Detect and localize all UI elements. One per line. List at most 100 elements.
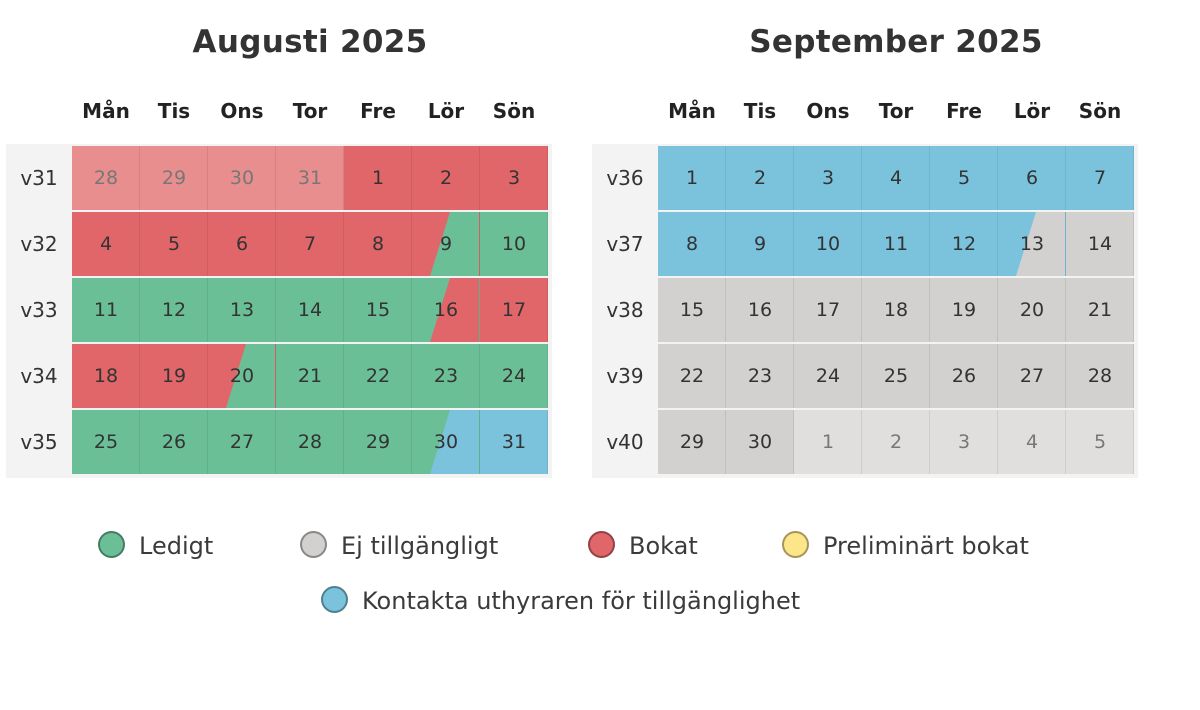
day-number: 9	[753, 233, 767, 255]
legend-label: Ej tillgängligt	[341, 532, 499, 560]
day-cell[interactable]: 3	[794, 146, 862, 210]
day-cell[interactable]: 19	[930, 278, 998, 342]
day-cell[interactable]: 24	[480, 344, 548, 408]
day-cell[interactable]: 30	[726, 410, 794, 474]
day-cell[interactable]: 26	[140, 410, 208, 474]
day-number: 11	[93, 299, 119, 321]
day-cell[interactable]: 1	[658, 146, 726, 210]
day-number: 6	[1025, 167, 1039, 189]
day-cell[interactable]: 18	[862, 278, 930, 342]
day-cell[interactable]: 10	[480, 212, 548, 276]
day-cell[interactable]: 11	[862, 212, 930, 276]
day-cell[interactable]: 20	[208, 344, 276, 408]
day-cell[interactable]: 13	[208, 278, 276, 342]
day-cell[interactable]: 21	[1066, 278, 1134, 342]
day-cell[interactable]: 20	[998, 278, 1066, 342]
day-cell[interactable]: 15	[658, 278, 726, 342]
day-number: 4	[1025, 431, 1039, 453]
day-cell[interactable]: 2	[862, 410, 930, 474]
day-cell[interactable]: 23	[412, 344, 480, 408]
day-cell[interactable]: 28	[72, 146, 140, 210]
day-cell[interactable]: 9	[412, 212, 480, 276]
day-cell[interactable]: 30	[208, 146, 276, 210]
day-cell[interactable]: 15	[344, 278, 412, 342]
day-number: 28	[1087, 365, 1113, 387]
day-number: 3	[821, 167, 835, 189]
weekday-label: Fre	[946, 99, 982, 123]
day-number: 10	[815, 233, 841, 255]
day-cell[interactable]: 10	[794, 212, 862, 276]
day-cell[interactable]: 5	[140, 212, 208, 276]
day-number: 30	[229, 167, 255, 189]
day-cell[interactable]: 11	[72, 278, 140, 342]
day-number: 17	[501, 299, 527, 321]
day-number: 5	[1093, 431, 1107, 453]
day-number: 10	[501, 233, 527, 255]
day-number: 1	[821, 431, 835, 453]
day-cell[interactable]: 27	[998, 344, 1066, 408]
day-number: 22	[365, 365, 391, 387]
week-number: v38	[606, 298, 644, 322]
day-cell[interactable]: 12	[930, 212, 998, 276]
day-cell[interactable]: 9	[726, 212, 794, 276]
day-cell[interactable]: 22	[344, 344, 412, 408]
day-cell[interactable]: 6	[208, 212, 276, 276]
day-cell[interactable]: 29	[344, 410, 412, 474]
day-number: 17	[815, 299, 841, 321]
day-cell[interactable]: 5	[930, 146, 998, 210]
day-cell[interactable]: 16	[726, 278, 794, 342]
day-cell[interactable]: 26	[930, 344, 998, 408]
day-cell[interactable]: 30	[412, 410, 480, 474]
weekday-label: Ons	[220, 99, 264, 123]
day-cell[interactable]: 2	[726, 146, 794, 210]
weekday-label: Mån	[82, 99, 130, 123]
day-cell[interactable]: 16	[412, 278, 480, 342]
day-cell[interactable]: 24	[794, 344, 862, 408]
day-cell[interactable]: 6	[998, 146, 1066, 210]
day-cell[interactable]: 14	[1066, 212, 1134, 276]
day-cell[interactable]: 27	[208, 410, 276, 474]
day-cell[interactable]: 7	[276, 212, 344, 276]
day-cell[interactable]: 17	[794, 278, 862, 342]
day-cell[interactable]: 25	[72, 410, 140, 474]
day-cell[interactable]: 14	[276, 278, 344, 342]
day-cell[interactable]: 22	[658, 344, 726, 408]
day-number: 7	[303, 233, 317, 255]
day-number: 24	[501, 365, 527, 387]
day-cell[interactable]: 4	[998, 410, 1066, 474]
day-cell[interactable]: 19	[140, 344, 208, 408]
day-cell[interactable]: 12	[140, 278, 208, 342]
day-number: 20	[229, 365, 255, 387]
day-cell[interactable]: 7	[1066, 146, 1134, 210]
day-cell[interactable]: 28	[1066, 344, 1134, 408]
day-cell[interactable]: 29	[658, 410, 726, 474]
day-cell[interactable]: 23	[726, 344, 794, 408]
day-number: 2	[753, 167, 767, 189]
day-cell[interactable]: 28	[276, 410, 344, 474]
day-cell[interactable]: 17	[480, 278, 548, 342]
day-cell[interactable]: 8	[344, 212, 412, 276]
day-cell[interactable]: 5	[1066, 410, 1134, 474]
day-cell[interactable]: 21	[276, 344, 344, 408]
day-cell[interactable]: 31	[480, 410, 548, 474]
weekday-label: Sön	[492, 99, 536, 123]
day-cell[interactable]: 29	[140, 146, 208, 210]
week-number: v37	[606, 232, 644, 256]
split-day-indicator	[226, 344, 275, 408]
day-cell[interactable]: 3	[480, 146, 548, 210]
day-cell[interactable]: 3	[930, 410, 998, 474]
day-cell[interactable]: 8	[658, 212, 726, 276]
day-cell[interactable]: 1	[794, 410, 862, 474]
day-cell[interactable]: 2	[412, 146, 480, 210]
day-cell[interactable]: 18	[72, 344, 140, 408]
day-cell[interactable]: 31	[276, 146, 344, 210]
day-cell[interactable]: 4	[862, 146, 930, 210]
day-cell[interactable]: 4	[72, 212, 140, 276]
week-number: v34	[20, 364, 58, 388]
day-number: 23	[433, 365, 459, 387]
day-cell[interactable]: 13	[998, 212, 1066, 276]
blue-dot-icon	[321, 585, 348, 613]
legend-label: Ledigt	[139, 532, 214, 560]
day-cell[interactable]: 1	[344, 146, 412, 210]
day-cell[interactable]: 25	[862, 344, 930, 408]
